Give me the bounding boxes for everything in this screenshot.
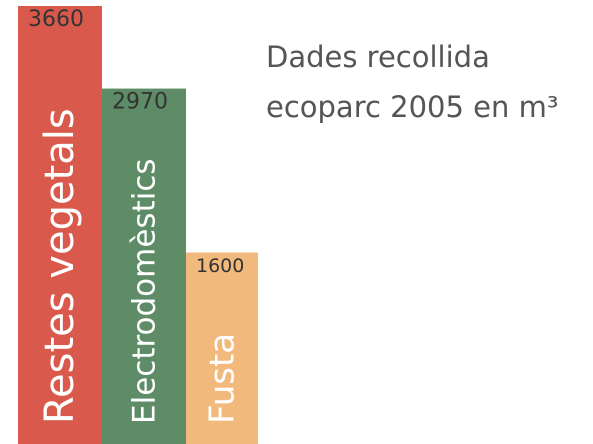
category-label: Restes vegetals [37,108,83,424]
value-label: 3660 [28,7,84,32]
chart-title: Dades recollida ecoparc 2005 en m³ [266,40,559,124]
value-label: 1600 [196,255,244,277]
bar [102,88,186,444]
category-label: Electrodomèstics [127,158,163,424]
bar [186,252,258,444]
bar [18,6,102,444]
category-label: Fusta [203,333,243,424]
value-label: 2970 [112,90,168,115]
